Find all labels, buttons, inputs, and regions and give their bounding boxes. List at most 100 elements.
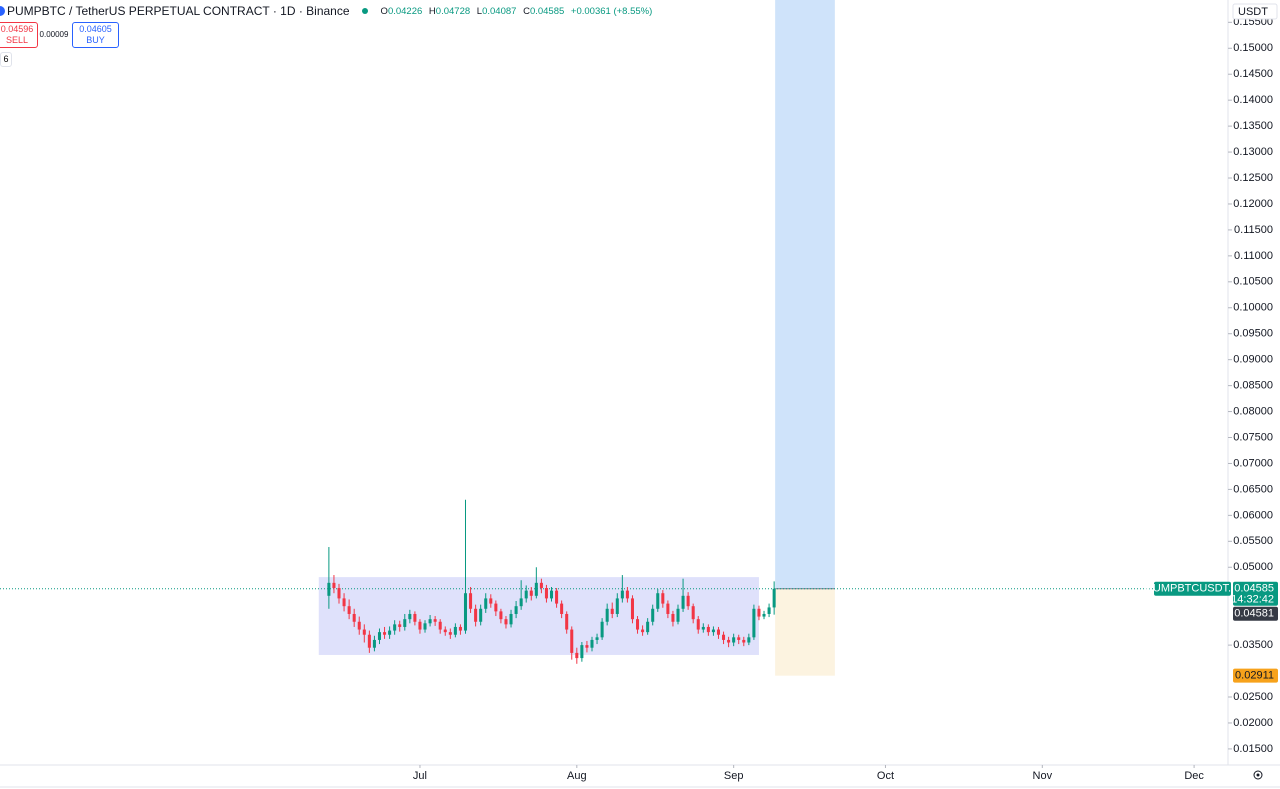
buy-button[interactable]: 0.04605 BUY bbox=[72, 22, 119, 48]
candle-body bbox=[433, 619, 437, 622]
candle-body bbox=[479, 608, 483, 622]
candle-body bbox=[696, 619, 700, 630]
candle-body bbox=[565, 613, 569, 630]
candle-body bbox=[499, 611, 503, 620]
settings-icon[interactable] bbox=[1253, 770, 1263, 780]
settings-icon-dot bbox=[1256, 773, 1260, 777]
candle-body bbox=[757, 608, 761, 617]
candle-body bbox=[463, 593, 468, 631]
y-tick-label: 0.13500 bbox=[1233, 120, 1273, 132]
candle-body bbox=[676, 608, 680, 622]
y-tick-label: 0.12000 bbox=[1233, 198, 1273, 210]
ohlc-value: 0.04728 bbox=[435, 5, 471, 17]
candle-body bbox=[711, 629, 715, 633]
candle-body bbox=[701, 626, 705, 630]
quantity[interactable]: 6 bbox=[0, 52, 12, 67]
candle-body bbox=[595, 637, 599, 640]
candle-body bbox=[383, 632, 387, 635]
candle-body bbox=[575, 652, 579, 659]
candle-body bbox=[377, 632, 381, 640]
sell-button[interactable]: 0.04596 SELL bbox=[0, 22, 38, 48]
ohlc-value: 0.04585 bbox=[529, 5, 565, 17]
countdown-label: 14:32:42 bbox=[1231, 594, 1274, 606]
candle-body bbox=[727, 639, 731, 643]
candle-body bbox=[610, 608, 614, 614]
ohlc-value: 0.04087 bbox=[482, 5, 517, 17]
symbol-icon bbox=[0, 6, 5, 16]
candle-body bbox=[357, 621, 361, 630]
candle-body bbox=[691, 606, 695, 620]
candle-body bbox=[752, 608, 756, 638]
sell-label: SELL bbox=[5, 35, 29, 45]
candle-body bbox=[428, 619, 432, 624]
y-tick-label: 0.09000 bbox=[1233, 354, 1273, 366]
candle-body bbox=[342, 598, 346, 607]
y-tick-label: 0.14500 bbox=[1233, 68, 1273, 80]
stop-zone bbox=[775, 588, 835, 676]
candle-body bbox=[519, 598, 523, 607]
y-tick-label: 0.03500 bbox=[1233, 639, 1273, 651]
y-tick-label: 0.10500 bbox=[1233, 276, 1273, 288]
y-tick-label: 0.05500 bbox=[1233, 535, 1273, 547]
ohlc-value: 0.04226 bbox=[387, 5, 423, 17]
ohlc: O0.04226 H0.04728 L0.04087 C0.04585 +0.0… bbox=[381, 6, 657, 17]
candle-body bbox=[620, 590, 624, 599]
y-tick-label: 0.08500 bbox=[1233, 380, 1273, 392]
x-tick-label: Oct bbox=[877, 770, 894, 782]
y-tick-label: 0.10000 bbox=[1233, 302, 1273, 314]
candle-body bbox=[661, 593, 665, 604]
symbol-title[interactable]: PUMPBTC / TetherUS PERPETUAL CONTRACT · … bbox=[7, 4, 350, 18]
y-tick-label: 0.07000 bbox=[1233, 457, 1273, 469]
candle-body bbox=[732, 637, 736, 643]
change: +0.00361 (+8.55%) bbox=[570, 5, 653, 17]
price-label: 0.04585 bbox=[1234, 583, 1274, 595]
candle-body bbox=[443, 629, 447, 633]
candle-body bbox=[388, 630, 392, 635]
candle-body bbox=[651, 608, 655, 622]
candle-body bbox=[656, 593, 660, 609]
candle-body bbox=[625, 590, 629, 599]
y-tick-label: 0.13000 bbox=[1233, 146, 1273, 158]
candle-body bbox=[352, 613, 356, 622]
candle-body bbox=[737, 637, 741, 640]
y-tick-label: 0.14000 bbox=[1233, 94, 1273, 106]
candle-body bbox=[438, 621, 442, 630]
candle-body bbox=[418, 621, 422, 630]
candle-body bbox=[327, 582, 331, 596]
range-box bbox=[318, 577, 759, 655]
candle-body bbox=[398, 624, 402, 627]
y-tick-label: 0.01500 bbox=[1233, 743, 1273, 755]
candle-body bbox=[570, 629, 574, 653]
x-tick-label: Aug bbox=[567, 770, 587, 782]
buy-price: 0.04605 bbox=[79, 24, 112, 34]
y-tick-label: 0.11000 bbox=[1234, 250, 1273, 262]
candle-body bbox=[362, 629, 366, 635]
candle-body bbox=[423, 623, 427, 630]
candle-body bbox=[555, 590, 559, 604]
buy-label: BUY bbox=[86, 35, 105, 45]
candle-body bbox=[453, 626, 457, 635]
candle-body bbox=[706, 626, 710, 633]
stop-label: 0.02911 bbox=[1235, 670, 1274, 682]
x-tick-label: Nov bbox=[1033, 770, 1053, 782]
candle-body bbox=[630, 598, 634, 620]
target-zone bbox=[775, 0, 835, 589]
candle-body bbox=[524, 590, 528, 599]
candle-body bbox=[367, 634, 371, 648]
y-tick-label: 0.06500 bbox=[1233, 483, 1273, 495]
symbol-label-bg bbox=[1154, 581, 1231, 596]
ohlc-key: L bbox=[476, 5, 483, 17]
y-tick-label: 0.02000 bbox=[1233, 717, 1273, 729]
candle-body bbox=[544, 588, 548, 599]
candle-body bbox=[549, 590, 554, 599]
symbol-label: PUMPBTCUSDT.P bbox=[1146, 583, 1239, 595]
candle-body bbox=[337, 588, 341, 599]
candle-body bbox=[762, 613, 766, 617]
sell-price: 0.04596 bbox=[0, 24, 34, 34]
y-tick-label: 0.06000 bbox=[1233, 509, 1273, 521]
candle-body bbox=[514, 606, 518, 614]
mark-price-label: 0.04581 bbox=[1234, 608, 1274, 620]
candle-body bbox=[489, 598, 493, 604]
